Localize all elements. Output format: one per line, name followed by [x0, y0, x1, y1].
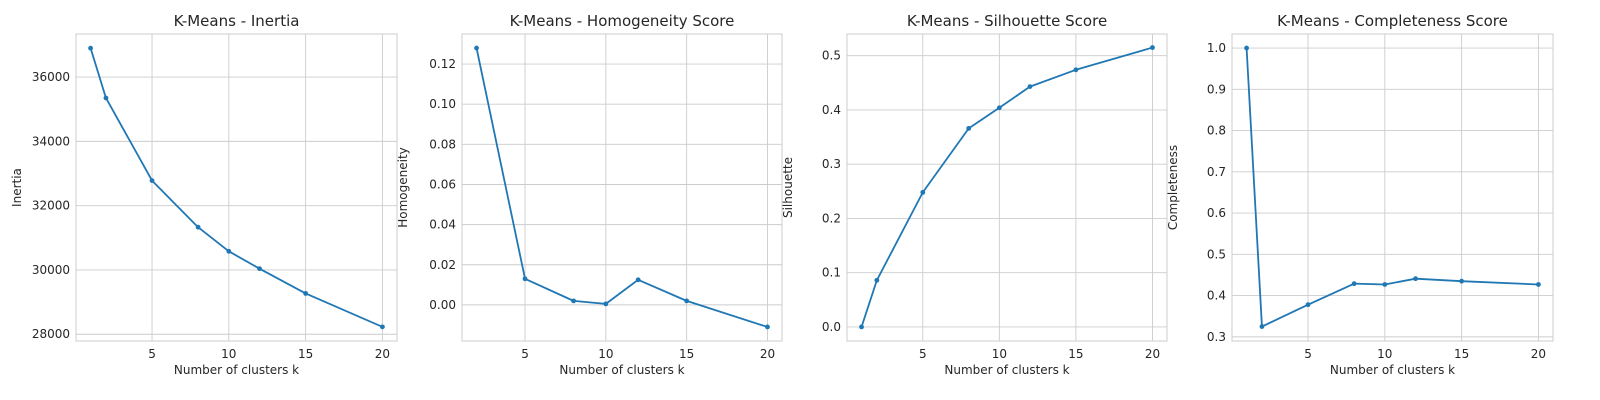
chart-panel-completeness: K-Means - Completeness Score Number of c…	[1166, 12, 1554, 377]
x-tick-label: 20	[1531, 347, 1546, 361]
data-point	[1073, 67, 1079, 73]
data-point	[1027, 84, 1033, 90]
x-tick-label: 10	[221, 347, 236, 361]
data-point	[920, 189, 926, 195]
y-tick-label: 34000	[32, 134, 70, 148]
y-tick-label: 1.0	[1207, 41, 1226, 55]
plot-frame	[75, 33, 398, 342]
y-axis-label: Homogeneity	[396, 147, 410, 228]
data-point	[765, 324, 770, 330]
chart-panel-homogeneity: K-Means - Homogeneity Score Number of cl…	[396, 12, 783, 377]
y-tick-label: 0.3	[1207, 330, 1226, 344]
x-tick-label: 5	[148, 347, 156, 361]
y-tick-label: 30000	[32, 263, 70, 277]
x-tick-label: 10	[1377, 347, 1392, 361]
x-tick-label: 10	[598, 347, 613, 361]
y-tick-label: 0.9	[1207, 82, 1226, 96]
data-point	[996, 105, 1002, 111]
x-tick-label: 5	[521, 347, 529, 361]
data-point	[966, 125, 972, 131]
data-point	[1536, 282, 1541, 287]
x-tick-label: 15	[1068, 347, 1083, 361]
data-point	[195, 224, 201, 230]
data-point	[684, 298, 690, 304]
y-tick-label: 0.2	[822, 211, 841, 225]
plot-frame	[461, 33, 783, 342]
y-axis-label: Silhouette	[781, 157, 795, 218]
y-axis-label: Inertia	[10, 168, 24, 207]
y-tick-label: 0.7	[1207, 165, 1226, 179]
data-point	[635, 277, 641, 283]
y-tick-label: 0.08	[429, 137, 456, 151]
data-point	[1150, 45, 1155, 50]
series-line	[1245, 47, 1539, 328]
data-point	[571, 298, 576, 304]
data-point	[1305, 302, 1311, 308]
y-tick-label: 36000	[32, 70, 70, 84]
y-tick-label: 0.10	[429, 97, 456, 111]
y-tick-label: 0.0	[822, 320, 841, 334]
data-point	[257, 266, 262, 272]
y-axis-label: Completeness	[1166, 145, 1180, 230]
x-tick-label: 15	[679, 347, 694, 361]
y-tick-label: 0.12	[429, 57, 456, 71]
plot-frame	[846, 33, 1168, 342]
chart-title: K-Means - Homogeneity Score	[510, 12, 735, 30]
data-point	[226, 248, 232, 254]
y-tick-label: 32000	[32, 199, 70, 213]
data-point	[380, 324, 385, 330]
series-line	[89, 47, 383, 328]
data-point	[1459, 278, 1465, 284]
y-tick-label: 0.3	[822, 157, 841, 171]
x-tick-label: 15	[1454, 347, 1469, 361]
y-tick-label: 0.4	[1207, 289, 1226, 303]
series-line	[860, 46, 1153, 328]
data-point	[1244, 45, 1249, 51]
data-point	[874, 277, 880, 283]
chart-title: K-Means - Completeness Score	[1277, 12, 1508, 30]
chart-title: K-Means - Silhouette Score	[907, 12, 1107, 30]
chart-title: K-Means - Inertia	[174, 12, 300, 30]
data-point	[1413, 276, 1418, 282]
data-point	[474, 45, 479, 51]
y-tick-label: 0.06	[429, 177, 456, 191]
x-axis-label: Number of clusters k	[174, 363, 299, 377]
chart-panel-silhouette: K-Means - Silhouette Score Number of clu…	[781, 12, 1168, 377]
y-tick-label: 0.6	[1207, 206, 1226, 220]
y-tick-label: 0.5	[1207, 247, 1226, 261]
data-point	[1259, 324, 1265, 329]
y-tick-label: 0.02	[429, 258, 456, 272]
x-tick-label: 20	[1145, 347, 1160, 361]
x-tick-label: 5	[919, 347, 927, 361]
plot-frame	[1231, 33, 1554, 342]
y-tick-label: 0.1	[822, 266, 841, 280]
data-point	[149, 178, 155, 183]
y-tick-label: 0.00	[429, 298, 456, 312]
x-tick-label: 5	[1304, 347, 1312, 361]
y-tick-label: 0.04	[429, 218, 456, 232]
data-point	[303, 291, 309, 296]
data-point	[603, 301, 609, 307]
x-axis-label: Number of clusters k	[944, 363, 1069, 377]
data-point	[859, 324, 864, 330]
x-tick-label: 15	[298, 347, 313, 361]
data-point	[522, 276, 528, 282]
data-point	[1351, 281, 1357, 287]
series-line	[475, 47, 768, 328]
chart-panel-inertia: K-Means - Inertia Number of clusters k I…	[10, 12, 398, 377]
x-tick-label: 20	[375, 347, 390, 361]
y-tick-label: 28000	[32, 327, 70, 341]
y-tick-label: 0.8	[1207, 124, 1226, 138]
y-tick-label: 0.5	[822, 49, 841, 63]
x-tick-label: 10	[992, 347, 1007, 361]
data-point	[103, 95, 109, 101]
x-tick-label: 20	[760, 347, 775, 361]
data-point	[1382, 282, 1388, 287]
x-axis-label: Number of clusters k	[1330, 363, 1455, 377]
x-axis-label: Number of clusters k	[559, 363, 684, 377]
y-tick-label: 0.4	[822, 103, 841, 117]
data-point	[88, 45, 93, 51]
